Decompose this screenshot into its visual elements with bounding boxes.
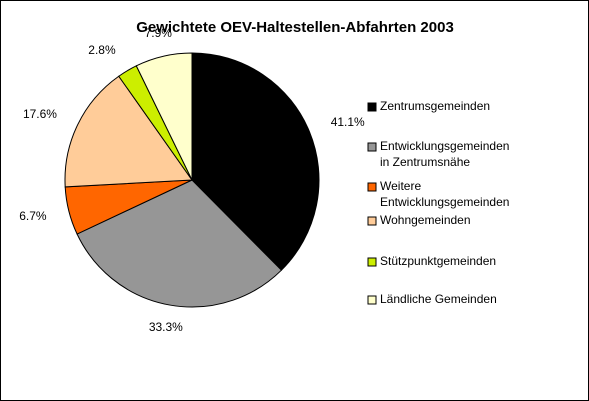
legend-label: Weitere (380, 179, 421, 193)
data-label: 17.6% (23, 107, 57, 121)
legend-label: Wohngemeinden (380, 213, 471, 227)
legend-label: in Zentrumsnähe (380, 155, 470, 169)
data-label: 7.9% (145, 26, 173, 40)
pie-slice (64, 75, 193, 188)
data-label: 41.1% (331, 115, 365, 129)
legend-label: Ländliche Gemeinden (380, 292, 497, 306)
legend-label: Zentrumsgemeinden (380, 99, 490, 113)
data-label: 6.7% (19, 209, 47, 223)
legend-label: Stützpunktgemeinden (380, 254, 496, 268)
legend-label: Entwicklungsgemeinden (380, 195, 509, 209)
pie-slice (191, 52, 320, 271)
legend-swatch (367, 182, 377, 192)
legend-swatch (367, 102, 377, 112)
data-label: 2.8% (88, 43, 116, 57)
chart-title: Gewichtete OEV-Haltestellen-Abfahrten 20… (136, 19, 454, 36)
pie-slice (135, 52, 193, 181)
data-label: 33.3% (149, 320, 183, 334)
pie-slice (76, 179, 283, 308)
legend-swatch (367, 257, 377, 267)
legend-label: Entwicklungsgemeinden (380, 139, 509, 153)
legend-swatch (367, 142, 377, 152)
legend-swatch (367, 295, 377, 305)
legend-swatch (367, 216, 377, 226)
